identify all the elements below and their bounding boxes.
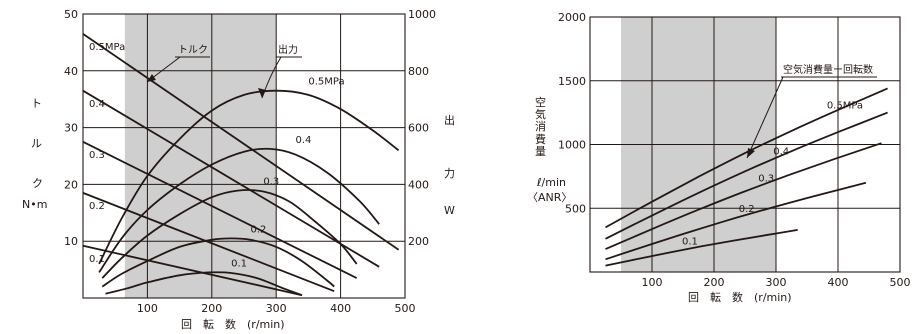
output-label-4: 0.1 xyxy=(231,258,247,269)
torque-label-2: 0.3 xyxy=(89,150,105,161)
left-y-tick-50: 50 xyxy=(64,8,78,21)
right-chart-x-axis-title: 回 転 数 (r/min) xyxy=(688,291,792,304)
right-chart-y-unit-1: ℓ/min xyxy=(536,176,566,189)
right-chart-y-char-1: 空 xyxy=(535,95,546,109)
torque-line-4 xyxy=(82,244,303,297)
left-x-axis-title: 回 転 数 (r/min) xyxy=(181,318,285,331)
torque-label-3: 0.2 xyxy=(89,201,105,212)
air-line-1 xyxy=(605,111,888,240)
right-chart-x-tick-200: 200 xyxy=(704,276,725,289)
right-chart-y-tick-2000: 2000 xyxy=(558,11,586,24)
right-chart-x-tick-100: 100 xyxy=(642,276,663,289)
torque-line-1 xyxy=(82,89,380,268)
left-y-axis-unit: N•m xyxy=(22,198,47,211)
air-label-2: 0.3 xyxy=(758,174,774,185)
output-label-3: 0.2 xyxy=(250,224,266,235)
output-curve-4 xyxy=(105,271,303,297)
right-chart-x-tick-400: 400 xyxy=(828,276,849,289)
output-label-1: 0.4 xyxy=(296,135,312,146)
output-annotation-label: 出力 xyxy=(278,43,298,56)
right-chart-x-tick-500: 500 xyxy=(890,276,911,289)
left-x-tick-100: 100 xyxy=(137,302,158,315)
air-annotation-label: 空気消費量ー回転数 xyxy=(783,63,873,76)
left-y-tick-10: 10 xyxy=(64,235,78,248)
air-line-2 xyxy=(605,142,882,250)
output-curve-0 xyxy=(98,89,400,265)
right-chart-y-char-3: 消 xyxy=(535,119,546,133)
torque-label-0: 0.5MPa xyxy=(89,42,125,53)
output-label-0: 0.5MPa xyxy=(308,77,344,88)
left-x-tick-300: 300 xyxy=(266,302,287,315)
left-plot-frame xyxy=(82,13,406,299)
output-curve-2 xyxy=(101,189,358,279)
air-line-4 xyxy=(605,229,798,267)
left-y-tick-20: 20 xyxy=(64,178,78,191)
torque-annotation-label: トルク xyxy=(178,44,208,56)
right-y-tick-600: 600 xyxy=(408,122,429,135)
air-label-4: 0.1 xyxy=(682,237,698,248)
air-line-3 xyxy=(605,181,867,261)
air-label-1: 0.4 xyxy=(773,146,789,157)
right-chart-y-char-2: 気 xyxy=(535,107,546,121)
right-y-tick-1000: 1000 xyxy=(408,8,436,21)
right-chart-y-tick-500: 500 xyxy=(565,202,586,215)
left-y-axis-char-1: ト xyxy=(31,97,42,110)
right-y-axis-unit: W xyxy=(444,204,455,217)
torque-line-2 xyxy=(82,140,358,279)
output-curve-1 xyxy=(98,147,380,273)
right-chart-y-unit-2: 〈ANR〉 xyxy=(527,191,572,204)
right-y-tick-800: 800 xyxy=(408,65,429,78)
right-y-tick-200: 200 xyxy=(408,235,429,248)
right-chart-y-char-4: 費 xyxy=(535,132,546,146)
right-y-axis-char-2: 力 xyxy=(444,167,455,180)
air-annotation-arrowhead xyxy=(747,148,755,158)
left-chart: 100 200 300 400 500 10 20 30 40 50 200 400 600 800 100… xyxy=(22,8,455,331)
left-x-tick-400: 400 xyxy=(330,302,351,315)
air-annotation-leader xyxy=(746,76,784,159)
left-y-axis-char-3: ク xyxy=(32,177,43,190)
right-y-tick-400: 400 xyxy=(408,178,429,191)
right-y-axis-char-1: 出 xyxy=(444,113,455,127)
air-label-3: 0.2 xyxy=(739,204,755,215)
left-y-axis-char-2: ル xyxy=(31,137,42,150)
air-label-0: 0.5MPa xyxy=(827,100,863,111)
right-chart-x-tick-300: 300 xyxy=(766,276,787,289)
output-label-2: 0.3 xyxy=(263,177,279,188)
right-chart-y-tick-1500: 1500 xyxy=(558,75,586,88)
torque-line-0 xyxy=(82,33,400,251)
torque-label-4: 0.1 xyxy=(89,254,105,265)
output-annotation-arrowhead xyxy=(258,88,266,98)
left-shaded-range xyxy=(124,14,277,298)
left-y-tick-30: 30 xyxy=(64,122,78,135)
torque-label-1: 0.4 xyxy=(89,99,105,110)
right-chart-y-char-5: 量 xyxy=(535,145,546,158)
right-chart-y-tick-1000: 1000 xyxy=(558,139,586,152)
left-y-tick-40: 40 xyxy=(64,65,78,78)
left-x-tick-500: 500 xyxy=(395,302,416,315)
left-x-tick-200: 200 xyxy=(201,302,222,315)
output-curve-3 xyxy=(101,237,335,288)
torque-annotation-arrowhead xyxy=(147,74,156,82)
right-chart: 100 200 300 400 500 500 1000 1500 2000 0.5MPa 0.4… xyxy=(527,11,911,304)
right-plot-frame xyxy=(589,16,901,273)
torque-line-3 xyxy=(82,192,335,293)
air-line-0 xyxy=(605,87,888,229)
